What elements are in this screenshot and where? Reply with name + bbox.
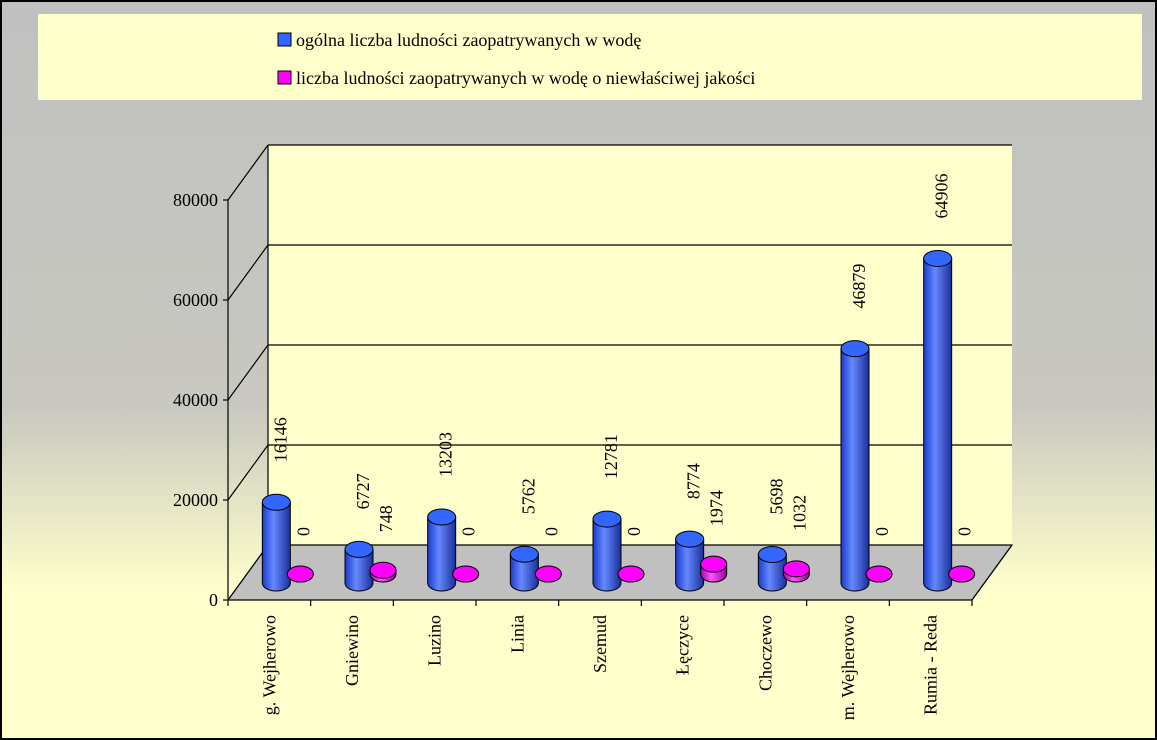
- bar-top: [675, 530, 705, 548]
- y-tick-label: 0: [209, 590, 218, 610]
- bar-top: [948, 565, 976, 583]
- value-label: 16146: [270, 417, 290, 462]
- x-tick-label: Gniewino: [342, 615, 362, 686]
- bar: [840, 348, 870, 592]
- bar-top: [286, 565, 314, 583]
- value-label: 64906: [932, 173, 952, 218]
- x-tick-label: Luzino: [425, 615, 445, 666]
- bar-top: [840, 340, 870, 358]
- bar: [427, 516, 457, 592]
- floor-edge: [971, 544, 1013, 601]
- grid-line: [227, 444, 269, 501]
- bar: [509, 553, 539, 592]
- bar-top: [261, 493, 291, 511]
- value-label: 0: [541, 527, 561, 536]
- value-label: 1032: [789, 495, 809, 531]
- bar: [675, 538, 705, 592]
- legend-swatch: [277, 70, 292, 85]
- value-label: 0: [955, 527, 975, 536]
- bar-top: [509, 545, 539, 563]
- bar-top: [344, 540, 374, 558]
- bar: [592, 518, 622, 592]
- legend-label: ogólna liczba ludności zaopatrywanych w …: [296, 30, 641, 50]
- grid-line: [227, 344, 269, 401]
- grid-line: [227, 544, 269, 601]
- value-label: 46879: [849, 264, 869, 309]
- value-label: 8774: [684, 463, 704, 499]
- value-label: 5698: [766, 479, 786, 515]
- bar-top: [757, 546, 787, 564]
- grid-line: [227, 144, 269, 201]
- bar-top: [452, 565, 480, 583]
- bar-top: [923, 249, 953, 267]
- value-label: 0: [624, 527, 644, 536]
- value-label: 1974: [707, 490, 727, 526]
- grid-line: [227, 244, 269, 301]
- bar-top: [592, 510, 622, 528]
- x-tick-label: Choczewo: [755, 615, 775, 691]
- bar: [344, 548, 374, 592]
- legend: [38, 14, 1142, 100]
- bar: [923, 257, 953, 592]
- value-label: 12781: [601, 434, 621, 479]
- bar: [757, 554, 787, 592]
- bar-top: [369, 561, 397, 579]
- y-tick-label: 80000: [173, 190, 218, 210]
- bar-top: [700, 555, 728, 573]
- x-tick-label: m. Wejherowo: [838, 615, 858, 720]
- value-label: 0: [872, 527, 892, 536]
- bar-top: [865, 565, 893, 583]
- legend-swatch: [277, 32, 292, 47]
- bar: [261, 501, 291, 592]
- bar-top: [427, 508, 457, 526]
- y-tick-label: 60000: [173, 290, 218, 310]
- value-label: 0: [293, 527, 313, 536]
- x-tick-label: Rumia - Reda: [921, 615, 941, 715]
- value-label: 0: [459, 527, 479, 536]
- bar-top: [782, 560, 810, 578]
- x-tick-label: Linia: [507, 615, 527, 653]
- x-tick-label: Łęczyce: [673, 615, 693, 675]
- value-label: 748: [376, 505, 396, 532]
- value-label: 13203: [436, 432, 456, 477]
- bar-top: [617, 565, 645, 583]
- value-label: 6727: [353, 473, 373, 509]
- bar-top: [534, 565, 562, 583]
- y-tick-label: 40000: [173, 390, 218, 410]
- x-tick-label: g. Wejherowo: [259, 615, 279, 715]
- y-tick-label: 20000: [173, 490, 218, 510]
- x-tick-label: Szemud: [590, 615, 610, 673]
- value-label: 5762: [518, 478, 538, 514]
- legend-label: liczba ludności zaopatrywanych w wodę o …: [296, 68, 755, 88]
